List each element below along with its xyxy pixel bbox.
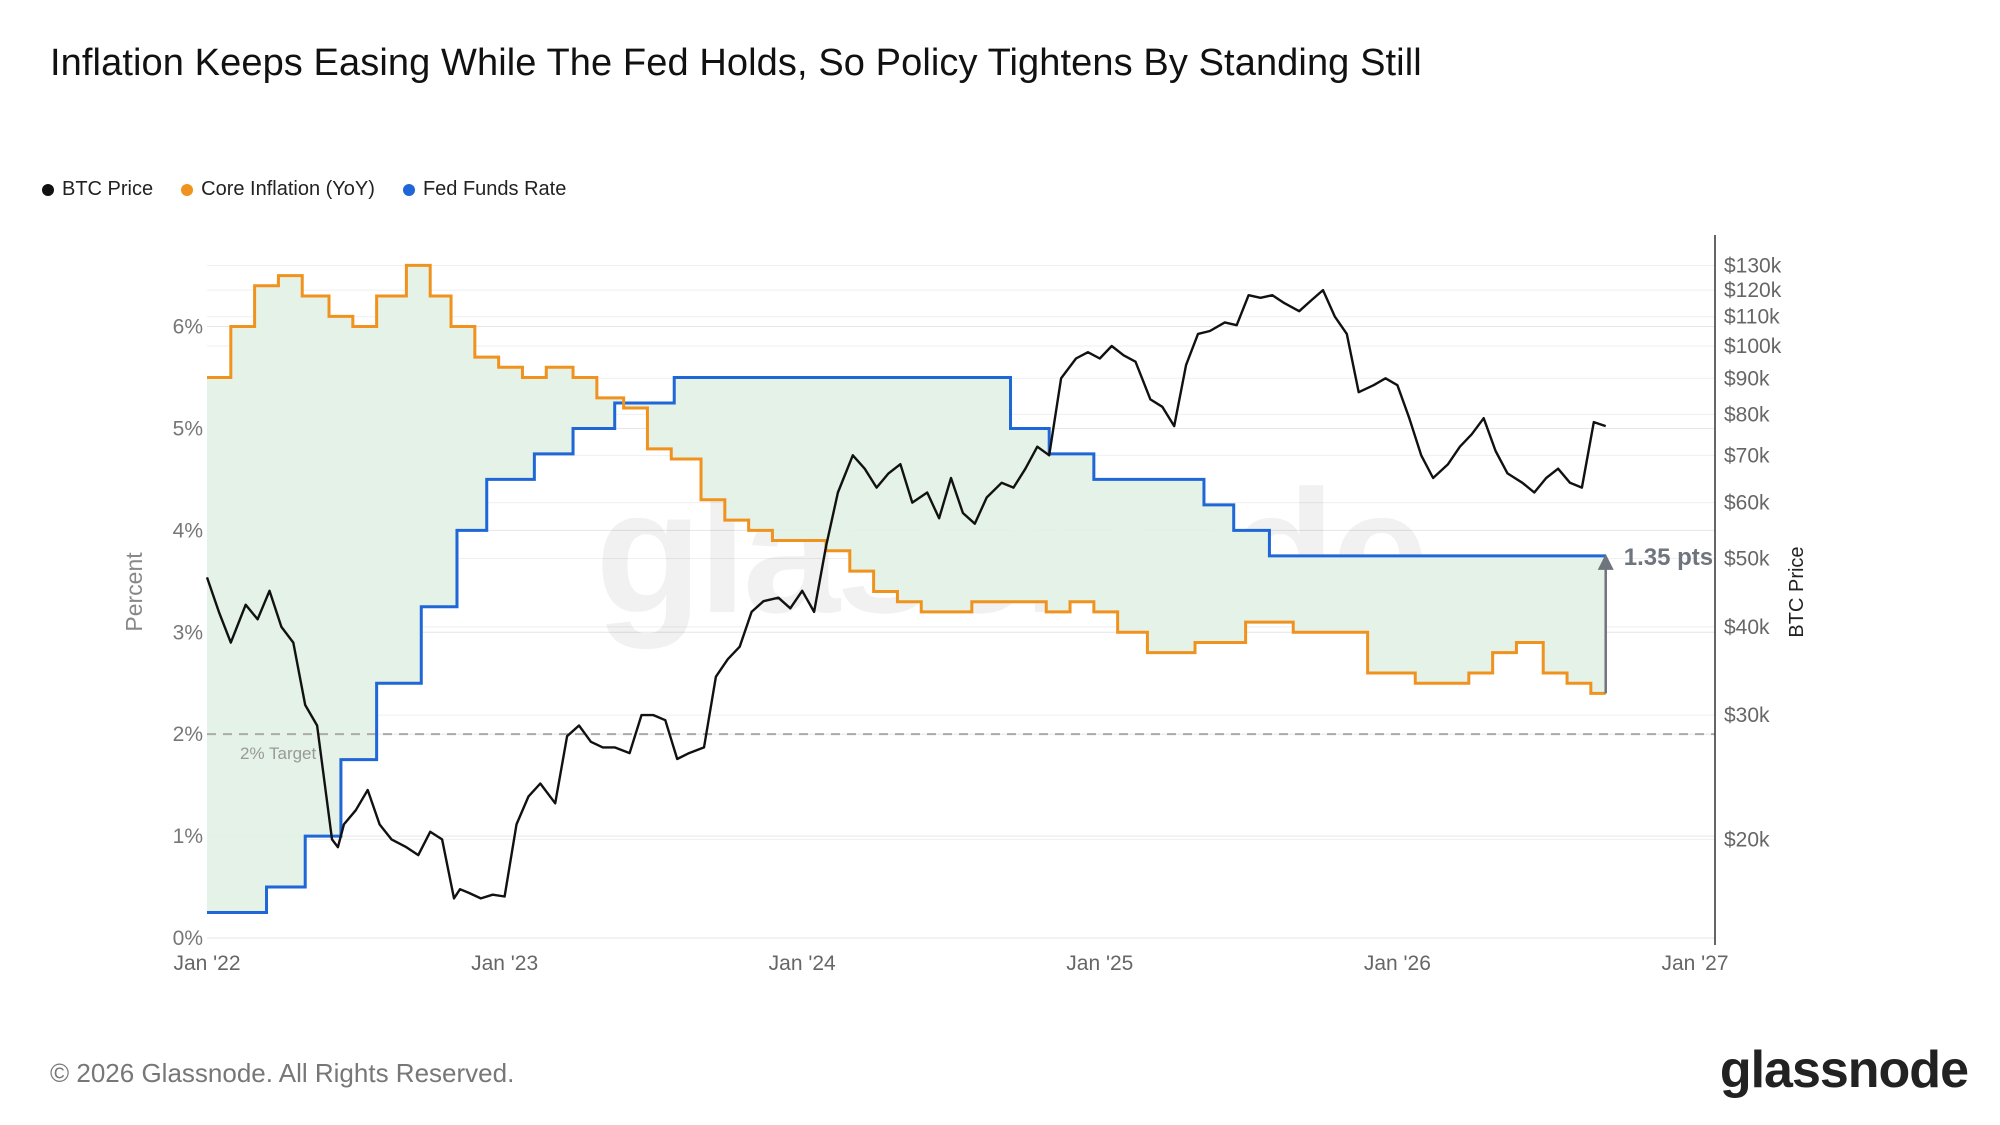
legend-dot-fed <box>402 183 415 196</box>
y-left-axis-title: Percent <box>121 552 147 632</box>
legend-item-fed[interactable]: Fed Funds Rate <box>402 178 567 201</box>
y-left-tick-label: 1% <box>173 825 203 848</box>
y-right-tick-label: $80k <box>1724 403 1770 426</box>
x-tick-label: Jan '24 <box>769 952 836 975</box>
legend-dot-btc <box>42 183 54 196</box>
spread-fill-area <box>207 265 1606 913</box>
series-fed-funds-rate <box>207 375 1606 915</box>
y-left-tick-label: 3% <box>173 621 203 644</box>
y-right-tick-label: $40k <box>1724 616 1770 639</box>
target-line-label: 2% Target <box>240 744 317 763</box>
legend-item-inflation[interactable]: Core Inflation (YoY) <box>181 178 375 201</box>
x-tick-label: Jan '22 <box>173 952 240 975</box>
legend-dot-inflation <box>181 183 194 196</box>
x-tick-label: Jan '23 <box>471 952 538 975</box>
y-right-tick-label: $100k <box>1724 335 1782 358</box>
x-tick-label: Jan '26 <box>1364 952 1431 975</box>
x-tick-label: Jan '27 <box>1661 952 1728 975</box>
y-left-tick-label: 2% <box>173 723 203 746</box>
series-btc-price <box>205 288 1607 900</box>
y-right-tick-label: $110k <box>1724 306 1780 329</box>
y-right-tick-label: $50k <box>1724 547 1770 570</box>
y-left-tick-label: 0% <box>173 927 203 950</box>
copyright-text: © 2026 Glassnode. All Rights Reserved. <box>50 1058 515 1088</box>
legend-label-inflation: Core Inflation (YoY) <box>201 178 375 200</box>
y-right-tick-label: $120k <box>1724 279 1782 302</box>
y-right-tick-label: $20k <box>1724 828 1770 851</box>
legend-label-fed: Fed Funds Rate <box>422 178 567 200</box>
legend-item-btc[interactable]: BTC Price <box>42 178 153 201</box>
annotation-arrow-head <box>1597 553 1614 570</box>
y-left-tick-label: 4% <box>173 519 203 542</box>
annotation-label: 1.35 pts <box>1624 544 1713 571</box>
y-left-tick-label: 6% <box>173 316 203 339</box>
chart-title: Inflation Keeps Easing While The Fed Hol… <box>50 42 1422 84</box>
y-left-tick-label: 5% <box>173 417 203 440</box>
x-tick-label: Jan '25 <box>1066 952 1133 975</box>
y-right-tick-label: $60k <box>1724 492 1770 515</box>
legend: BTC Price Core Inflation (YoY) Fed Funds… <box>42 178 566 201</box>
y-right-tick-label: $90k <box>1724 367 1770 390</box>
y-right-tick-label: $70k <box>1724 444 1770 467</box>
legend-label-btc: BTC Price <box>62 178 154 200</box>
y-right-tick-label: $130k <box>1724 255 1782 278</box>
series-core-inflation <box>207 263 1606 695</box>
y-right-axis-title: BTC Price <box>1786 546 1808 637</box>
y-right-tick-label: $30k <box>1724 704 1770 727</box>
brand-logo[interactable]: glassnode <box>1719 1041 1969 1099</box>
